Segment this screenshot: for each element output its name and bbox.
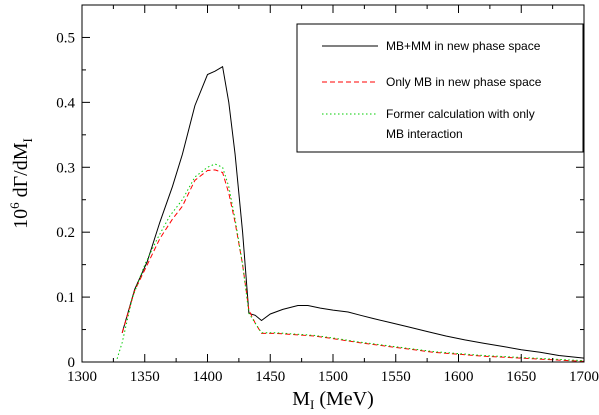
y-axis-title: 106 dΓ/dMI: [7, 138, 35, 229]
legend: MB+MM in new phase space Only MB in new p…: [296, 23, 584, 153]
x-tick-label: 1600: [444, 369, 474, 385]
y-tick-label: 0.1: [56, 290, 75, 306]
legend-label-2: Former calculation with only: [386, 107, 535, 121]
y-tick-label: 0: [68, 355, 76, 371]
x-tick-label: 1550: [381, 369, 411, 385]
x-tick-label: 1300: [67, 369, 97, 385]
x-tick-label: 1500: [318, 369, 348, 385]
y-tick-label: 0.2: [56, 225, 75, 241]
x-tick-label: 1350: [130, 369, 160, 385]
series-line-2: [116, 163, 585, 362]
series-line-1: [121, 169, 585, 362]
axis-ticks: [81, 5, 585, 363]
y-tick-label: 0.4: [56, 95, 75, 111]
x-axis-title: MI (MeV): [292, 388, 374, 412]
legend-box: [296, 23, 584, 153]
legend-label-1: Only MB in new phase space: [386, 75, 542, 89]
legend-label-2: MB interaction: [386, 127, 463, 141]
x-axis-title-rest: (MeV): [314, 388, 373, 410]
y-tick-label: 0.3: [56, 160, 75, 176]
x-tick-label: 1700: [569, 369, 599, 385]
y-axis-title-sub: I: [20, 138, 35, 142]
x-axis-title-main: M: [292, 388, 310, 410]
y-axis-title-sup: 6: [7, 202, 22, 209]
y-tick-label: 0.5: [56, 30, 75, 46]
y-axis-title-mid: dΓ/dM: [10, 142, 32, 202]
x-axis-title-sub: I: [310, 397, 314, 412]
legend-label-0: MB+MM in new phase space: [386, 39, 541, 53]
axis-tick-labels: 1300 1350 1400 1450 1500 1550 1600 1650 1700 0 0.1…: [56, 30, 599, 385]
y-axis-title-pre: 10: [10, 209, 32, 229]
x-tick-label: 1450: [255, 369, 285, 385]
x-tick-label: 1650: [506, 369, 536, 385]
series-line-0: [121, 65, 585, 359]
x-tick-label: 1400: [193, 369, 223, 385]
plot-lines: [116, 65, 585, 362]
